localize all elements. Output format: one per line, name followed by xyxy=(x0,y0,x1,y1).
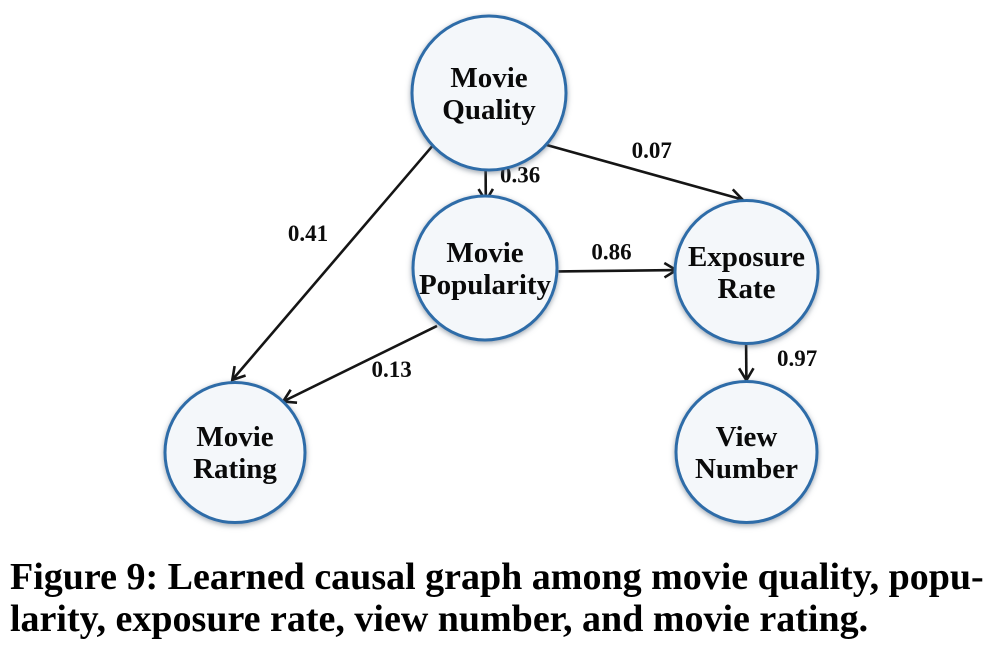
svg-text:0.13: 0.13 xyxy=(371,357,411,382)
svg-text:Popularity: Popularity xyxy=(419,269,552,301)
svg-text:View: View xyxy=(716,421,778,453)
svg-text:Movie: Movie xyxy=(196,421,273,453)
svg-text:Exposure: Exposure xyxy=(688,241,805,273)
svg-text:0.86: 0.86 xyxy=(591,240,631,265)
svg-text:0.07: 0.07 xyxy=(632,138,672,163)
svg-text:0.97: 0.97 xyxy=(777,346,817,371)
svg-text:Rate: Rate xyxy=(718,273,776,305)
svg-text:Movie: Movie xyxy=(450,62,527,94)
svg-text:Rating: Rating xyxy=(193,453,277,485)
svg-text:Quality: Quality xyxy=(442,94,536,126)
svg-text:0.41: 0.41 xyxy=(288,221,328,246)
svg-text:Number: Number xyxy=(695,453,798,485)
svg-text:Movie: Movie xyxy=(446,237,523,269)
